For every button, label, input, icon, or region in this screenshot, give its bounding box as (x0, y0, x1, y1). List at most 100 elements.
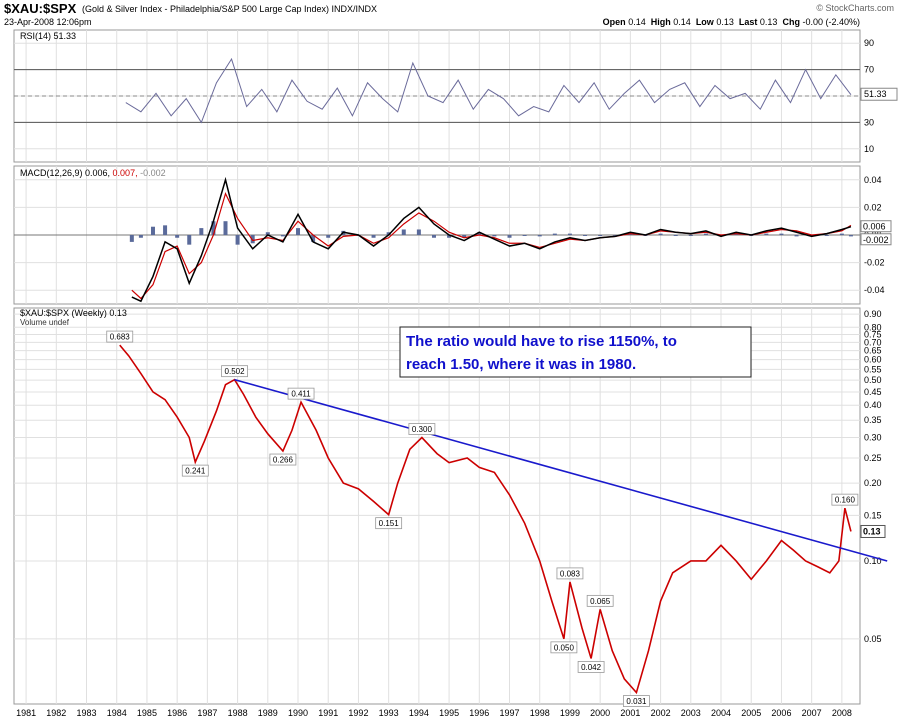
macd-histogram-bar (462, 235, 467, 238)
macd-histogram-bar (848, 235, 853, 237)
high-label: High (650, 17, 671, 27)
price-value-label: 0.160 (835, 496, 856, 505)
x-tick-label: 2005 (741, 708, 761, 718)
price-current-box (860, 524, 886, 538)
macd-histogram-bar (223, 221, 228, 235)
macd-histogram-bar (250, 235, 255, 244)
macd-histogram-bar (447, 235, 452, 238)
quote-line: Open 0.14 High 0.14 Low 0.13 Last 0.13 C… (603, 17, 860, 27)
x-tick-label: 2006 (771, 708, 791, 718)
rsi-tick-label: 10 (864, 144, 874, 154)
price-value-box (269, 453, 297, 466)
macd-histogram-bar (583, 235, 588, 236)
macd-histogram-bar (507, 235, 512, 238)
x-tick-label: 2002 (651, 708, 671, 718)
price-value-box (106, 330, 134, 343)
macd-histogram-bar (187, 235, 192, 245)
macd-histogram-bar (431, 235, 436, 238)
macd-tick-label: -0.02 (864, 258, 885, 268)
macd-histogram-bar (552, 233, 557, 235)
price-tick-label: 0.45 (864, 387, 882, 397)
price-value-label: 0.241 (185, 467, 206, 476)
macd-signal-current-box (860, 233, 892, 246)
price-value-label: 0.042 (581, 663, 602, 672)
trendline (234, 378, 888, 562)
last-value: 0.13 (759, 17, 778, 27)
open-value: 0.14 (628, 17, 646, 27)
x-tick-label: 1985 (137, 708, 157, 718)
macd-histogram-bar (138, 235, 143, 238)
macd-histogram-bar (492, 235, 497, 237)
price-tick-label: 0.55 (864, 364, 882, 374)
macd-histogram-bar (416, 229, 421, 235)
price-tick-label: 0.30 (864, 433, 882, 443)
price-value-box (556, 567, 584, 580)
price-value-box (221, 365, 248, 378)
macd-histogram-bar (628, 233, 633, 235)
chart-description: (Gold & Silver Index - Philadelphia/S&P … (82, 4, 377, 14)
x-tick-label: 1997 (499, 708, 519, 718)
price-value-box (287, 387, 315, 400)
macd-histogram-bar (199, 228, 204, 235)
rsi-tick-label: 90 (864, 38, 874, 48)
price-value-label: 0.502 (225, 367, 246, 376)
low-value: 0.13 (716, 17, 734, 27)
x-tick-label: 1998 (530, 708, 550, 718)
rsi-legend: RSI(14) 51.33 (20, 31, 76, 41)
price-value-label: 0.031 (626, 697, 647, 706)
price-tick-label: 0.05 (864, 634, 882, 644)
price-value-label: 0.300 (412, 425, 433, 434)
rsi-tick-label: 70 (864, 65, 874, 75)
macd-legend: MACD(12,26,9) 0.006, 0.007, -0.002 (20, 168, 166, 178)
x-tick-label: 1994 (409, 708, 429, 718)
price-value-label: 0.050 (554, 643, 575, 652)
x-tick-label: 1986 (167, 708, 187, 718)
rsi-current-box (860, 87, 898, 101)
price-tick-label: 0.50 (864, 375, 882, 385)
macd-legend-part: -0.002 (140, 168, 166, 178)
x-tick-label: 1993 (379, 708, 399, 718)
macd-histogram-bar (235, 235, 240, 245)
price-tick-label: 0.75 (864, 330, 882, 340)
macd-histogram-bar (703, 233, 708, 235)
price-value-label: 0.151 (379, 519, 400, 528)
price-value-label: 0.266 (273, 456, 294, 465)
price-tick-label: 0.40 (864, 400, 882, 410)
price-value-label: 0.065 (590, 597, 611, 606)
macd-current-box (860, 220, 892, 233)
price-tick-label: 0.25 (864, 453, 882, 463)
macd-histogram-bar (326, 235, 331, 238)
macd-histogram-bar (688, 235, 693, 236)
chg-label: Chg (782, 17, 800, 27)
x-tick-label: 1988 (228, 708, 248, 718)
x-tick-label: 1990 (288, 708, 308, 718)
macd-histogram-bar (734, 233, 739, 235)
macd-legend-part: MACD(12,26,9) 0.006, (20, 168, 113, 178)
macd-histogram-bar (839, 233, 844, 235)
macd-histogram-bar (401, 229, 406, 235)
macd-histogram-bar (265, 232, 270, 235)
macd-histogram-bar (175, 235, 180, 238)
x-tick-label: 1983 (76, 708, 96, 718)
macd-current-label: 0.006 (863, 222, 886, 232)
x-tick-label: 1984 (107, 708, 127, 718)
macd-histogram-bar (311, 235, 316, 242)
macd-histogram-bar (211, 221, 216, 235)
macd-histogram-bar (794, 235, 799, 237)
x-tick-label: 2003 (681, 708, 701, 718)
macd-line (131, 176, 852, 303)
x-tick-label: 1992 (348, 708, 368, 718)
macd-tick-label: -0.04 (864, 285, 885, 295)
rsi-current-label: 51.33 (864, 89, 887, 99)
price-value-box (577, 661, 605, 673)
macd-histogram-bar (824, 235, 829, 236)
price-current-label: 0.13 (863, 526, 881, 536)
rsi-line (125, 57, 852, 124)
annotation-box (399, 326, 752, 378)
x-tick-label: 1991 (318, 708, 338, 718)
x-tick-label: 2001 (620, 708, 640, 718)
description-text: (Gold & Silver Index - Philadelphia/S&P … (82, 4, 329, 14)
price-value-label: 0.683 (110, 333, 131, 342)
high-value: 0.14 (673, 17, 691, 27)
